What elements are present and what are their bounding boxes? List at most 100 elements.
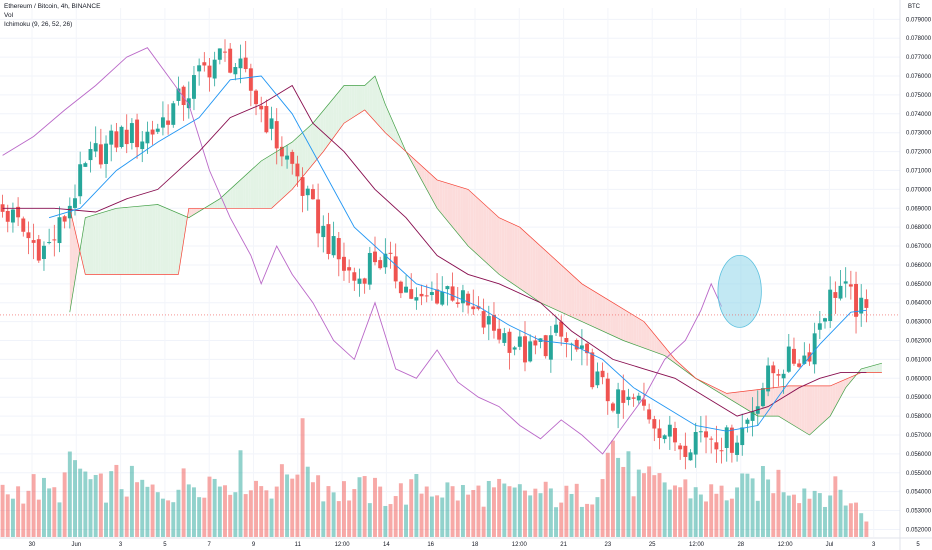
candle-body[interactable] [26, 232, 31, 239]
candle-body[interactable] [812, 333, 817, 365]
candle-body[interactable] [854, 283, 858, 317]
candle-body[interactable] [414, 297, 419, 301]
candle-body[interactable] [626, 396, 631, 400]
candle-body[interactable] [135, 119, 140, 148]
candle-body[interactable] [171, 103, 176, 125]
candle-body[interactable] [342, 256, 346, 271]
candle-body[interactable] [31, 240, 36, 243]
candle-body[interactable] [269, 118, 274, 129]
candle-body[interactable] [528, 341, 533, 362]
candle-body[interactable] [678, 445, 683, 450]
candle-body[interactable] [150, 129, 155, 135]
candle-body[interactable] [62, 216, 67, 222]
candle-body[interactable] [326, 224, 331, 254]
candle-body[interactable] [445, 286, 450, 290]
candle-body[interactable] [373, 251, 377, 263]
candle-body[interactable] [279, 146, 284, 157]
candle-body[interactable] [160, 117, 165, 128]
price-axis[interactable]: BTC 0.079000 0.078000 0.077000 0.076000 0.075… [899, 0, 932, 550]
candle-body[interactable] [600, 370, 605, 378]
candle-body[interactable] [517, 336, 522, 347]
candle-body[interactable] [719, 450, 724, 452]
candle-body[interactable] [202, 62, 207, 66]
candle-body[interactable] [771, 365, 776, 374]
candle-body[interactable] [823, 318, 827, 322]
candle-body[interactable] [336, 238, 341, 260]
annotation-ellipse[interactable] [717, 254, 762, 328]
candle-body[interactable] [93, 143, 98, 152]
candle-body[interactable] [786, 346, 791, 372]
candle-body[interactable] [140, 141, 145, 150]
candle-body[interactable] [295, 163, 300, 177]
candle-body[interactable] [502, 333, 507, 343]
candle-body[interactable] [616, 389, 621, 414]
candle-body[interactable] [781, 373, 786, 379]
candle-body[interactable] [176, 88, 181, 101]
candle-body[interactable] [155, 128, 160, 132]
candle-body[interactable] [817, 323, 822, 330]
candle-body[interactable] [564, 338, 569, 343]
candle-body[interactable] [497, 328, 502, 340]
candle-body[interactable] [274, 121, 279, 149]
candle-body[interactable] [735, 442, 740, 455]
candle-body[interactable] [523, 336, 527, 363]
candle-body[interactable] [409, 289, 414, 299]
candle-body[interactable] [367, 252, 372, 285]
candle-body[interactable] [21, 218, 26, 232]
candle-body[interactable] [393, 256, 398, 282]
candle-body[interactable] [186, 98, 191, 109]
candle-body[interactable] [238, 58, 243, 69]
candle-body[interactable] [590, 352, 595, 388]
candle-body[interactable] [383, 253, 388, 268]
ichimoku-legend[interactable]: Ichimoku (9, 26, 52, 26) [4, 21, 73, 28]
candle-body[interactable] [109, 130, 114, 145]
candle-body[interactable] [192, 75, 196, 99]
candle-body[interactable] [554, 324, 558, 333]
candle-body[interactable] [766, 365, 771, 392]
candle-body[interactable] [750, 411, 755, 421]
candle-body[interactable] [647, 409, 652, 420]
candle-body[interactable] [559, 321, 564, 337]
candle-body[interactable] [73, 198, 77, 208]
candle-body[interactable] [450, 286, 455, 301]
candle-body[interactable] [78, 164, 83, 197]
candle-body[interactable] [145, 131, 150, 144]
candle-body[interactable] [16, 206, 21, 218]
candle-body[interactable] [285, 155, 290, 160]
candle-body[interactable] [471, 306, 476, 310]
candle-body[interactable] [621, 390, 626, 403]
candlesticks[interactable] [0, 39, 869, 470]
candle-body[interactable] [321, 225, 326, 238]
candle-body[interactable] [98, 144, 103, 165]
candle-body[interactable] [114, 131, 119, 148]
candle-body[interactable] [579, 345, 584, 349]
candle-body[interactable] [124, 129, 129, 145]
candle-body[interactable] [667, 424, 672, 437]
candle-body[interactable] [83, 163, 88, 167]
candle-body[interactable] [233, 67, 238, 75]
candle-body[interactable] [543, 335, 548, 357]
candle-body[interactable] [47, 242, 52, 244]
candle-body[interactable] [223, 51, 227, 53]
candle-body[interactable] [57, 217, 62, 244]
candle-body[interactable] [864, 299, 869, 308]
candle-body[interactable] [662, 435, 667, 440]
candle-body[interactable] [254, 90, 258, 105]
time-axis[interactable]: 30 Jun 3 5 7 9 11 12:00 14 16 18 12:00 21 23 25 12:00 28… [0, 537, 932, 548]
candle-body[interactable] [36, 239, 41, 261]
candle-body[interactable] [440, 291, 445, 305]
candle-body[interactable] [88, 149, 93, 161]
candle-body[interactable] [429, 292, 434, 295]
candle-body[interactable] [5, 210, 10, 222]
candle-body[interactable] [848, 284, 853, 287]
candle-body[interactable] [104, 143, 108, 164]
candle-body[interactable] [745, 419, 750, 424]
candle-body[interactable] [507, 331, 512, 353]
candle-body[interactable] [709, 438, 714, 440]
symbol-title[interactable]: Ethereum / Bitcoin, 4h, BINANCE [4, 3, 101, 10]
candle-body[interactable] [683, 445, 688, 457]
candle-body[interactable] [693, 431, 698, 455]
candle-body[interactable] [357, 278, 362, 284]
